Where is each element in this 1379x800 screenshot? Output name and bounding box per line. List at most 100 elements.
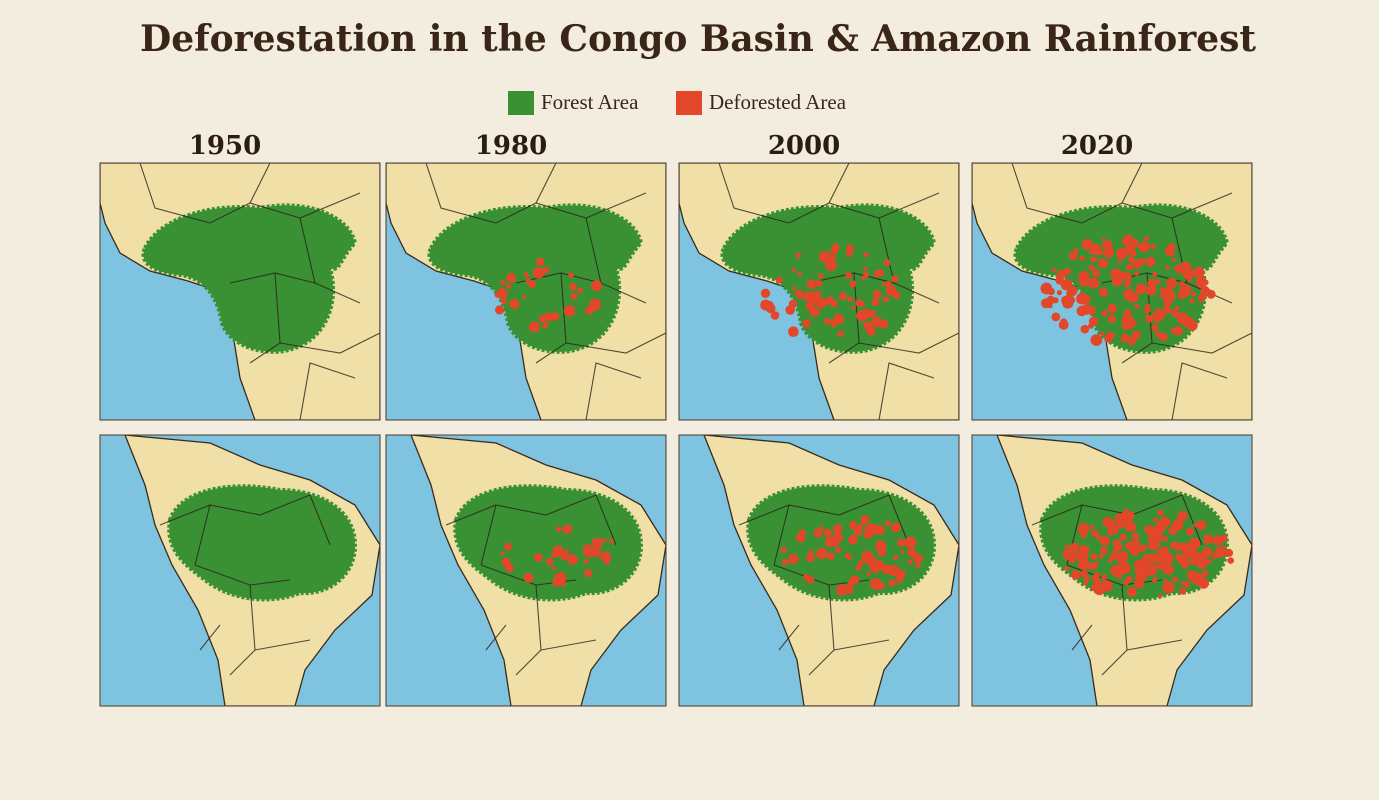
deforested-patch	[858, 560, 864, 566]
map-panel	[385, 434, 667, 707]
border	[309, 494, 331, 546]
deforested-patch	[529, 321, 540, 333]
deforested-patch	[525, 278, 532, 285]
border	[209, 192, 361, 224]
deforested-patch	[831, 243, 840, 251]
deforested-patch	[765, 303, 776, 314]
deforested-patch	[570, 292, 578, 300]
border	[1031, 494, 1183, 526]
deforested-patch	[500, 297, 507, 304]
deforested-patch	[1088, 264, 1095, 272]
deforested-patch	[1101, 574, 1108, 580]
deforested-patch	[523, 272, 529, 278]
deforested-patch	[809, 291, 822, 304]
deforested-patch	[555, 526, 562, 533]
deforested-patch	[837, 330, 844, 337]
deforested-patch	[1168, 525, 1178, 536]
border	[738, 494, 890, 526]
deforested-patch	[1120, 337, 1126, 343]
deforested-patch	[866, 571, 871, 577]
deforested-patch	[827, 254, 836, 263]
border	[878, 362, 935, 420]
deforested-patch	[1134, 579, 1144, 589]
deforested-patch	[877, 547, 887, 557]
deforested-patch	[1222, 545, 1227, 550]
map-content	[100, 163, 380, 420]
deforested-patch	[1225, 548, 1234, 557]
deforested-patch	[1200, 295, 1205, 300]
border	[159, 494, 311, 526]
deforested-patch	[845, 244, 855, 253]
deforested-patch	[782, 558, 789, 566]
deforested-patch	[1145, 303, 1151, 310]
deforested-patch	[849, 521, 858, 530]
deforested-patch	[1211, 553, 1218, 560]
deforested-patch	[1131, 532, 1140, 541]
deforested-patch	[1046, 295, 1056, 305]
deforested-patch	[1122, 579, 1129, 586]
deforested-patch	[1087, 306, 1096, 315]
deforested-patch	[1074, 552, 1081, 559]
border	[485, 624, 507, 651]
deforested-patch	[1094, 561, 1099, 566]
deforested-patch	[1091, 575, 1097, 582]
deforested-patch	[882, 296, 889, 303]
deforested-patch	[568, 272, 574, 279]
deforested-patch	[897, 538, 906, 547]
deforested-patch	[1088, 277, 1100, 289]
deforested-patch	[1127, 336, 1136, 346]
deforested-patch	[915, 563, 921, 569]
deforested-patch	[565, 548, 570, 553]
year-label: 1980	[475, 131, 547, 161]
deforested-patch	[1165, 265, 1170, 270]
deforested-patch	[848, 534, 858, 545]
deforested-patch	[846, 554, 853, 560]
deforested-patch	[888, 579, 896, 587]
deforested-patch	[809, 307, 820, 317]
deforested-patch	[1200, 580, 1209, 589]
deforested-patch	[1076, 305, 1087, 317]
deforested-patch	[1102, 240, 1113, 251]
deforested-patch	[1080, 324, 1090, 334]
deforested-patch	[542, 324, 548, 329]
deforested-patch	[1179, 587, 1187, 595]
deforested-patch	[788, 553, 799, 565]
deforested-patch	[875, 525, 885, 535]
deforested-patch	[1135, 283, 1147, 294]
border	[445, 494, 597, 526]
deforested-patch	[863, 553, 875, 565]
deforested-patch	[1076, 292, 1088, 305]
deforested-patch	[835, 546, 842, 553]
deforested-patch	[1202, 279, 1209, 286]
deforested-patch	[813, 528, 823, 538]
deforested-patch	[1161, 556, 1172, 567]
deforested-patch	[859, 301, 865, 307]
deforested-patch	[1147, 278, 1157, 289]
deforested-patch	[1056, 290, 1062, 296]
deforested-patch	[1191, 291, 1197, 297]
deforested-patch	[780, 546, 787, 553]
deforested-patch	[1134, 559, 1144, 570]
deforested-patch	[1062, 549, 1074, 560]
deforested-patch	[1144, 236, 1150, 241]
border	[540, 639, 597, 651]
panel-frame	[678, 162, 960, 421]
deforested-patch	[856, 310, 868, 322]
deforested-patch	[1098, 554, 1104, 559]
deforested-patch	[1115, 571, 1123, 579]
border	[249, 163, 271, 204]
deforested-patch	[871, 316, 883, 328]
deforested-patch	[1103, 247, 1115, 258]
deforested-patch	[506, 283, 512, 290]
deforested-patch	[877, 269, 885, 277]
deforested-patch	[797, 271, 802, 277]
deforested-patch	[1067, 285, 1078, 296]
deforested-patch	[1206, 559, 1212, 565]
deforested-patch	[1123, 310, 1131, 319]
deforested-patch	[1143, 554, 1150, 560]
deforested-patch	[1189, 549, 1198, 558]
deforested-patch	[1127, 587, 1137, 597]
deforested-patch	[823, 317, 831, 325]
deforested-patch	[1090, 244, 1102, 256]
deforested-patch	[567, 554, 578, 565]
